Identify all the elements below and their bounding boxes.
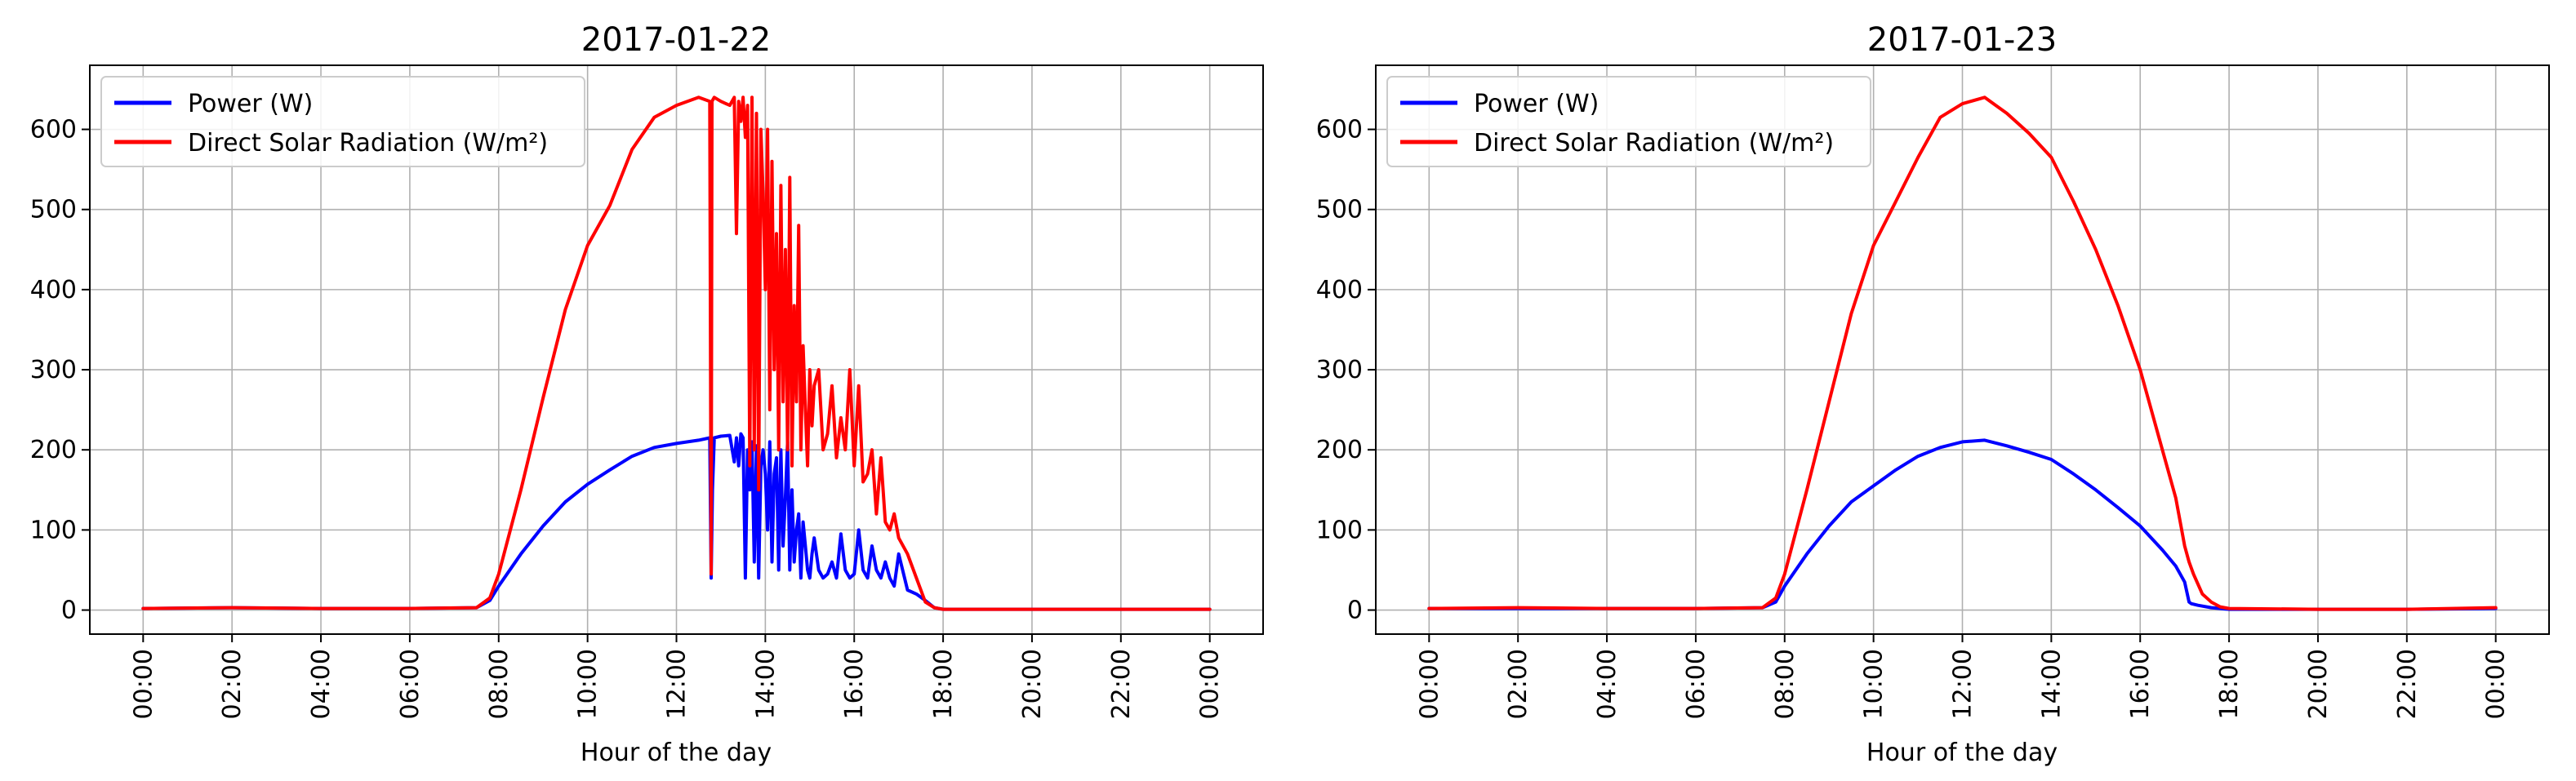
x-tick-label: 22:00	[2393, 649, 2422, 719]
y-tick-label: 600	[30, 116, 77, 144]
x-tick-label: 18:00	[2215, 649, 2244, 719]
x-tick-label: 00:00	[2482, 649, 2511, 719]
y-tick-label: 100	[1316, 516, 1363, 544]
x-tick-label: 04:00	[307, 649, 336, 719]
x-tick-label: 04:00	[1593, 649, 1622, 719]
x-tick-label: 02:00	[1504, 649, 1533, 719]
y-tick-label: 0	[1347, 597, 1363, 625]
x-axis-label: Hour of the day	[1866, 739, 2058, 767]
legend-box	[1386, 76, 1871, 167]
series-lines	[141, 95, 1212, 611]
y-tick-label: 300	[30, 356, 77, 384]
y-tick-label: 300	[1316, 356, 1363, 384]
axis-ticks: 00:00 02:00 04:00 06:00 08:00 10:00 12:00 14:00…	[1316, 116, 2511, 720]
x-tick-label: 02:00	[218, 649, 247, 719]
x-tick-label: 08:00	[1771, 649, 1800, 719]
x-tick-label: 10:00	[574, 649, 603, 719]
y-tick-label: 200	[1316, 436, 1363, 464]
x-tick-label: 22:00	[1107, 649, 1136, 719]
chart-title: 2017-01-23	[1867, 21, 2057, 59]
y-tick-label: 400	[1316, 276, 1363, 304]
legend-label-radiation: Direct Solar Radiation (W/m²)	[188, 129, 548, 158]
x-tick-label: 12:00	[663, 649, 692, 719]
x-tick-label: 16:00	[2126, 649, 2155, 719]
series-line-radiation	[1427, 95, 2498, 611]
x-tick-label: 20:00	[1018, 649, 1047, 719]
axis-ticks: 00:00 02:00 04:00 06:00 08:00 10:00 12:00 14:00…	[30, 116, 1225, 720]
x-tick-label: 14:00	[751, 649, 780, 719]
series-line-power	[1427, 438, 2498, 611]
series-line-power	[141, 432, 1212, 611]
x-tick-label: 18:00	[929, 649, 958, 719]
legend: Power (W) Direct Solar Radiation (W/m²)	[100, 76, 585, 167]
x-tick-label: 16:00	[840, 649, 869, 719]
x-tick-label: 00:00	[129, 649, 158, 719]
x-tick-label: 12:00	[1949, 649, 1978, 719]
x-tick-label: 14:00	[2037, 649, 2066, 719]
y-tick-label: 400	[30, 276, 77, 304]
chart-title: 2017-01-22	[581, 21, 771, 59]
x-tick-label: 06:00	[396, 649, 425, 719]
chart-2017-01-23: 00:00 02:00 04:00 06:00 08:00 10:00 12:00 14:00…	[1316, 21, 2550, 767]
legend-label-radiation: Direct Solar Radiation (W/m²)	[1474, 129, 1834, 158]
x-axis-label: Hour of the day	[581, 739, 772, 767]
x-tick-label: 20:00	[2304, 649, 2333, 719]
series-lines	[1427, 95, 2498, 611]
series-line-radiation	[141, 95, 1212, 611]
y-tick-label: 500	[1316, 196, 1363, 224]
legend-label-power: Power (W)	[1474, 90, 1599, 118]
x-tick-label: 00:00	[1415, 649, 1444, 719]
y-tick-label: 0	[61, 597, 77, 625]
x-tick-label: 00:00	[1196, 649, 1225, 719]
legend-box	[100, 76, 585, 167]
x-tick-label: 10:00	[1860, 649, 1889, 719]
legend-label-power: Power (W)	[188, 90, 313, 118]
y-tick-label: 500	[30, 196, 77, 224]
y-tick-label: 600	[1316, 116, 1363, 144]
legend: Power (W) Direct Solar Radiation (W/m²)	[1386, 76, 1871, 167]
y-tick-label: 100	[30, 516, 77, 544]
chart-2017-01-22: 00:00 02:00 04:00 06:00 08:00 10:00 12:00 14:00…	[30, 21, 1264, 767]
x-tick-label: 06:00	[1682, 649, 1711, 719]
x-tick-label: 08:00	[485, 649, 514, 719]
y-tick-label: 200	[30, 436, 77, 464]
